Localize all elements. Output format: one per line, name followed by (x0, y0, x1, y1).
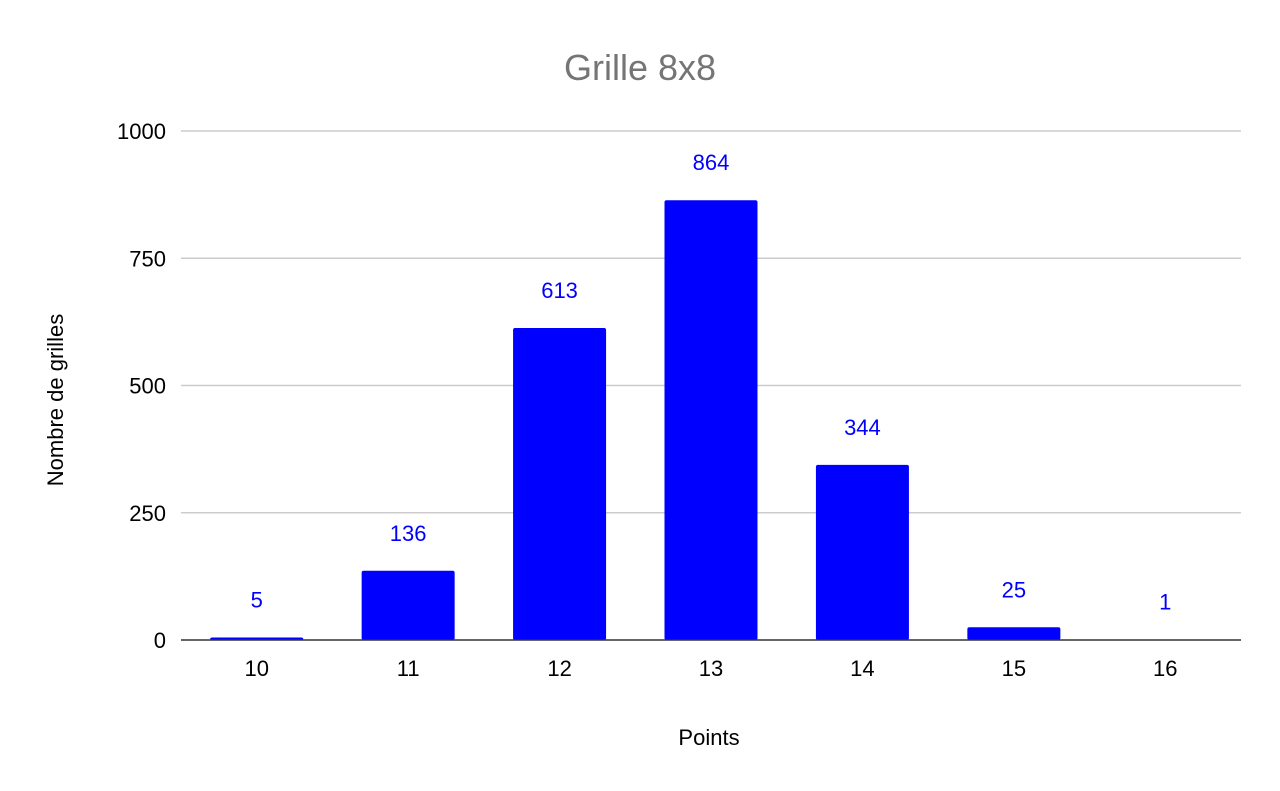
x-tick-label: 14 (850, 656, 874, 681)
x-axis-ticks: 10 11 12 13 14 15 16 (244, 656, 1177, 681)
bar (967, 627, 1061, 640)
data-label: 5 (251, 587, 263, 612)
data-label: 1 (1159, 589, 1171, 614)
y-tick-label: 1000 (117, 119, 166, 144)
x-tick-label: 15 (1002, 656, 1026, 681)
data-label: 136 (390, 521, 427, 546)
bars (210, 200, 1212, 640)
x-tick-label: 13 (699, 656, 723, 681)
x-tick-label: 10 (244, 656, 268, 681)
data-label: 344 (844, 415, 881, 440)
x-tick-label: 11 (397, 656, 420, 681)
bar (815, 464, 909, 640)
chart-title: Grille 8x8 (564, 47, 716, 88)
bar (513, 327, 607, 640)
x-axis-title: Points (678, 725, 739, 750)
data-labels: 5 136 613 864 344 25 1 (251, 150, 1172, 614)
y-tick-label: 250 (129, 501, 166, 526)
bar (361, 570, 455, 640)
bar (664, 200, 758, 640)
y-axis-ticks: 0 250 500 750 1000 (117, 119, 166, 653)
data-label: 864 (693, 150, 730, 175)
x-tick-label: 16 (1153, 656, 1177, 681)
data-label: 613 (541, 278, 578, 303)
x-tick-label: 12 (547, 656, 571, 681)
y-tick-label: 750 (129, 246, 166, 271)
y-tick-label: 500 (129, 374, 166, 399)
y-tick-label: 0 (154, 628, 166, 653)
y-axis-title: Nombre de grilles (43, 314, 68, 486)
data-label: 25 (1002, 577, 1026, 602)
